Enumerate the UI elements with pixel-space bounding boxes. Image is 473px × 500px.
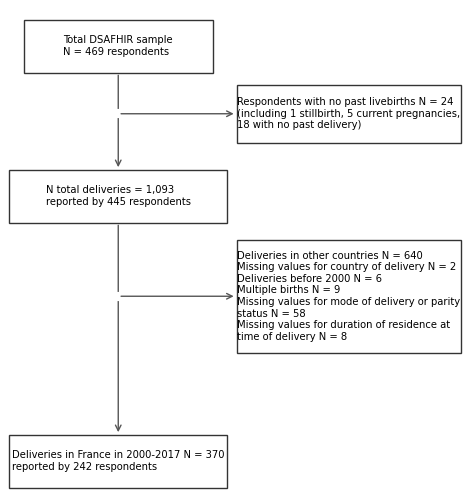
Text: Total DSAFHIR sample
N = 469 respondents: Total DSAFHIR sample N = 469 respondents bbox=[63, 36, 173, 57]
FancyBboxPatch shape bbox=[9, 435, 227, 488]
FancyBboxPatch shape bbox=[236, 240, 461, 352]
FancyBboxPatch shape bbox=[236, 85, 461, 142]
FancyBboxPatch shape bbox=[9, 170, 227, 222]
Text: Deliveries in France in 2000-2017 N = 370
reported by 242 respondents: Deliveries in France in 2000-2017 N = 37… bbox=[12, 450, 225, 472]
Text: Deliveries in other countries N = 640
Missing values for country of delivery N =: Deliveries in other countries N = 640 Mi… bbox=[237, 250, 460, 342]
FancyBboxPatch shape bbox=[24, 20, 213, 72]
Text: N total deliveries = 1,093
reported by 445 respondents: N total deliveries = 1,093 reported by 4… bbox=[46, 186, 191, 207]
Text: Respondents with no past livebirths N = 24
(including 1 stillbirth, 5 current pr: Respondents with no past livebirths N = … bbox=[237, 97, 460, 130]
